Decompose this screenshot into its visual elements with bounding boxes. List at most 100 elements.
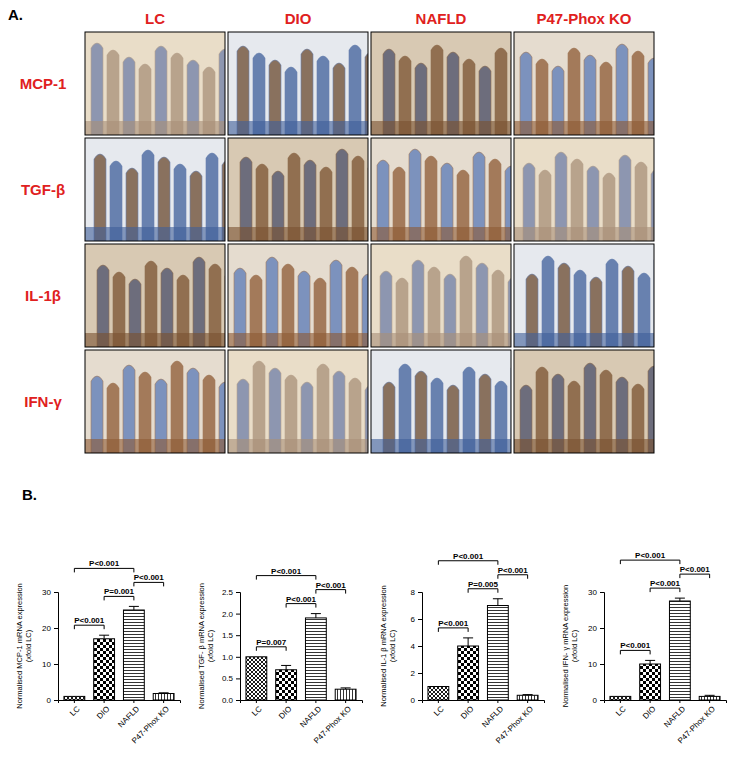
x-tick-mark	[527, 700, 528, 703]
y-tick-mark	[600, 628, 604, 629]
x-tick: LC	[250, 700, 264, 718]
y-axis-title: Normalised IFN- γ mRNA expression(xfold …	[561, 585, 579, 708]
error-bar	[705, 695, 715, 696]
error-bar-cap	[523, 694, 533, 695]
micrograph-bg	[85, 32, 225, 135]
y-axis-title: Normalised MCP-1 mRNA expression(xfold L…	[15, 583, 33, 708]
micrograph	[228, 32, 377, 135]
y-tick-mark	[418, 646, 422, 647]
x-tick-label: DIO	[277, 704, 293, 720]
tissue-band	[371, 121, 511, 135]
y-tick: 30	[42, 588, 58, 597]
column-header: DIO	[285, 10, 312, 27]
x-tick-mark	[620, 700, 621, 703]
micrograph-bg	[228, 32, 368, 135]
x-axis: LCDIONAFLDP47-Phox KO	[605, 700, 727, 745]
y-tick-label: 0	[411, 696, 416, 705]
error-bar-cap	[645, 660, 655, 661]
significance-bracket	[256, 647, 286, 651]
plot-marks	[64, 606, 174, 700]
y-tick: 8	[411, 588, 422, 597]
row-header: MCP-1	[20, 75, 67, 92]
micrograph-frame	[371, 32, 511, 135]
error-bar-stem	[650, 660, 651, 664]
bar	[458, 646, 479, 700]
axis-line	[423, 701, 545, 704]
error-bar-cap	[341, 687, 351, 688]
y-tick-label: 6	[411, 615, 416, 624]
x-tick-label: DIO	[95, 704, 111, 720]
error-bar	[99, 635, 109, 639]
y-tick: 0.0	[222, 696, 240, 705]
tissue-band	[85, 227, 225, 241]
x-tick: NAFLD	[480, 700, 505, 729]
y-axis: 02468	[411, 588, 423, 705]
y-tick-label: 0	[593, 696, 598, 705]
y-tick-label: 0	[47, 696, 52, 705]
significance-bracket	[438, 628, 468, 632]
significance-label: P<0.001	[89, 559, 120, 568]
bar-chart: 0.00.51.01.52.02.5Normalised TGF- β mRNA…	[197, 567, 363, 746]
y-tick: 2.0	[222, 610, 240, 619]
micrograph-bg	[371, 138, 511, 241]
significance-bracket	[438, 561, 498, 565]
y-tick-mark	[54, 700, 58, 701]
error-bar	[311, 614, 321, 618]
axis-line	[600, 593, 605, 701]
column-header: NAFLD	[416, 10, 467, 27]
plot-marks	[610, 598, 720, 700]
row-header: TGF-β	[21, 181, 65, 198]
bar	[246, 657, 267, 700]
micrograph	[228, 244, 374, 347]
bar	[699, 696, 720, 700]
axis-line	[236, 593, 241, 701]
micrograph-frame	[371, 350, 511, 453]
micrograph-bg	[371, 350, 511, 453]
micrograph	[371, 32, 523, 135]
x-tick: DIO	[95, 700, 111, 721]
micrograph-bg	[514, 32, 654, 135]
micrograph-frame	[514, 32, 654, 135]
x-tick-mark	[345, 700, 346, 703]
error-bar	[341, 688, 351, 689]
x-tick: LC	[432, 700, 446, 718]
bar	[610, 696, 631, 700]
significance-label: P=0.005	[468, 580, 499, 589]
significance-bracket	[620, 650, 650, 654]
error-bar	[129, 606, 139, 610]
x-tick-mark	[650, 700, 651, 703]
micrograph	[228, 138, 380, 241]
x-tick-mark	[74, 700, 75, 703]
bar	[153, 694, 174, 700]
micrograph	[514, 244, 666, 347]
micrograph	[85, 244, 237, 347]
x-tick-label: NAFLD	[298, 704, 323, 729]
x-tick-label: P47-Phox KO	[312, 704, 353, 745]
y-tick-mark	[600, 664, 604, 665]
y-axis: 0.00.51.01.52.02.5	[222, 588, 241, 705]
micrograph-frame	[371, 138, 511, 241]
significance-label: P<0.001	[650, 579, 681, 588]
micrograph-frame	[514, 244, 654, 347]
y-tick-mark	[600, 700, 604, 701]
micrograph	[85, 138, 234, 241]
y-axis: 0102030	[42, 588, 58, 705]
micrograph	[85, 350, 231, 453]
micrograph-frame	[85, 350, 225, 453]
y-tick: 20	[588, 624, 604, 633]
error-bar-cap	[463, 637, 473, 638]
error-bar-stem	[286, 665, 287, 669]
error-bar	[281, 665, 291, 669]
y-tick: 2.5	[222, 588, 240, 597]
tissue-band	[228, 227, 368, 241]
x-tick-label: NAFLD	[662, 704, 687, 729]
significance-label: P<0.001	[134, 573, 165, 582]
x-tick: P47-Phox KO	[130, 700, 171, 745]
tissue-band	[85, 121, 225, 135]
y-tick-label: 2.5	[222, 588, 234, 597]
error-bar-cap	[493, 598, 503, 599]
x-tick-label: NAFLD	[480, 704, 505, 729]
y-tick-label: 1.5	[222, 631, 234, 640]
x-tick-mark	[286, 700, 287, 703]
significance-label: P<0.001	[271, 567, 302, 576]
